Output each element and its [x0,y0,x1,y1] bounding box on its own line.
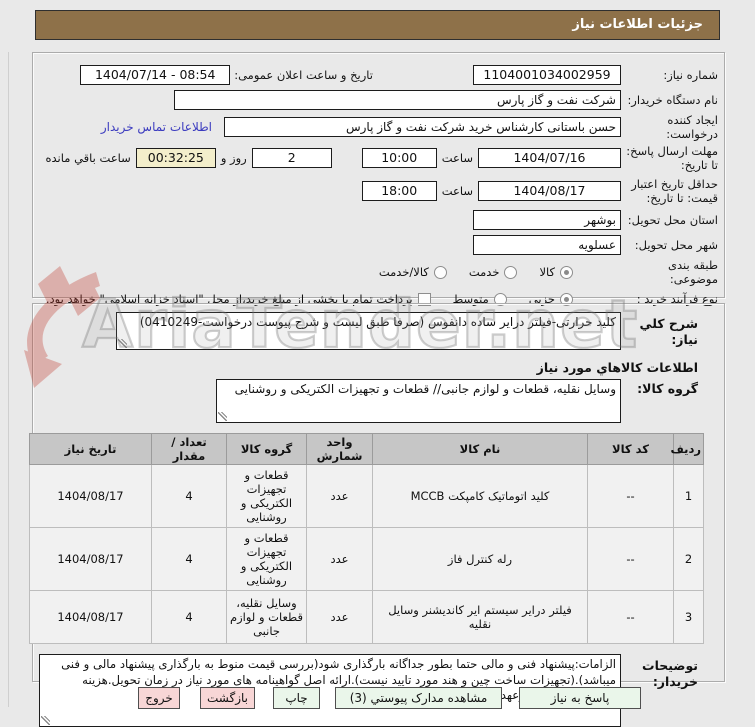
category-option-service[interactable]: خدمت [469,265,518,279]
deadline-label: مهلت ارسال پاسخ: تا تاریخ: [626,144,718,172]
radio-medium-icon[interactable] [493,292,507,306]
back-button[interactable]: بازگشت [200,687,255,709]
price-validity-label: حداقل تاریخ اعتبار قیمت: تا تاریخ: [631,177,718,205]
process-option-minor[interactable]: جزیی [529,292,573,306]
remaining-days-label: روز و [220,151,247,165]
row-price-validity: حداقل تاریخ اعتبار قیمت: تا تاریخ: 1404/… [39,175,718,207]
countdown-label: ساعت باقي مانده [45,151,131,165]
col-item-name: نام کالا [372,433,588,465]
category-label: طبقه بندی موضوعی: [668,258,718,286]
creator-field[interactable]: حسن باستانی کارشناس خرید شرکت نفت و گاز … [224,117,621,137]
table-row: 1 -- کلید اتوماتیک کامپکت MCCB عدد قطعات… [29,464,704,528]
need-number-label: شماره نیاز: [663,68,718,82]
need-number-field[interactable]: 1104001034002959 [473,65,621,85]
row-category: طبقه بندی موضوعی: کالا خدمت کالا/خدمت [39,258,718,286]
row-creator: ایجاد کننده درخواست: حسن باستانی کارشناس… [39,113,718,141]
bottom-button-bar: خروج بازگشت چاپ مشاهده مدارک پیوستي (3) … [138,687,641,709]
col-quantity: تعداد / مقدار [151,433,227,465]
price-validity-date-field[interactable]: 1404/08/17 [478,181,621,201]
row-need-desc: شرح کلي نیاز: کلید حرارتی-فیلتر درایر سا… [39,312,718,350]
buyer-org-label: نام دستگاه خریدار: [627,93,718,107]
countdown-field: 00:32:25 [135,148,216,168]
process-type-label: نوع فرآیند خرید : [636,292,718,306]
category-option-goods-service[interactable]: کالا/خدمت [379,265,447,279]
price-validity-hour-label: ساعت [441,184,473,198]
exit-button[interactable]: خروج [138,687,180,709]
treasury-checkbox-icon[interactable] [417,292,431,306]
respond-to-need-button[interactable]: پاسخ به نیاز [519,687,641,709]
col-unit: واحد شمارش [306,433,373,465]
row-buyer-org: نام دستگاه خریدار: شرکت نفت و گاز پارس [39,88,718,112]
city-field[interactable]: عسلویه [473,235,621,255]
row-province: استان محل تحویل: بوشهر [39,208,718,232]
announce-datetime-label: تاریخ و ساعت اعلان عمومی: [234,68,373,82]
process-option-medium[interactable]: متوسط [453,292,507,306]
row-process-type: نوع فرآیند خرید : جزیی متوسط پرداخت تمام… [39,287,718,311]
items-groupbox: شرح کلي نیاز: کلید حرارتی-فیلتر درایر سا… [29,303,725,727]
row-deadline: مهلت ارسال پاسخ: تا تاریخ: 1404/07/16 سا… [39,142,719,174]
category-option-goods[interactable]: کالا [539,265,573,279]
col-need-date: تاریخ نیاز [29,433,152,465]
table-row: 3 -- فیلتر درایر سیستم ایر کاندیشنر وسای… [29,590,704,644]
radio-service-icon[interactable] [504,265,518,279]
price-validity-time-field[interactable]: 18:00 [361,181,437,201]
remaining-days-field[interactable]: 2 [251,148,332,168]
radio-goods-service-icon[interactable] [433,265,447,279]
buyer-contact-link[interactable]: اطلاعات تماس خریدار [100,120,212,134]
buyer-org-field[interactable]: شرکت نفت و گاز پارس [174,90,621,110]
row-goods-group: گروه کالا: وسایل نقلیه، قطعات و لوازم جا… [39,377,718,423]
radio-minor-icon[interactable] [560,292,573,306]
deadline-date-field[interactable]: 1404/07/16 [478,148,621,168]
col-item-code: کد کالا [587,433,674,465]
announce-datetime-field[interactable]: 1404/07/14 - 08:54 [80,65,231,85]
table-row: 2 -- رله کنترل فاز عدد قطعات و تجهیزات ا… [29,527,704,591]
view-attachments-button[interactable]: مشاهده مدارک پیوستي (3) [335,687,502,709]
province-field[interactable]: بوشهر [473,210,621,230]
province-label: استان محل تحویل: [627,213,718,227]
city-label: شهر محل تحویل: [634,238,718,252]
need-desc-textarea[interactable]: کلید حرارتی-فیلتر درایر ساده دانفوس (صرف… [116,312,621,350]
row-city: شهر محل تحویل: عسلویه [39,233,718,257]
goods-group-label: گروه کالا: [637,381,698,396]
frame-edge [8,52,9,707]
items-table: ردیف کد کالا نام کالا واحد شمارش گروه کا… [29,433,704,644]
goods-group-textarea[interactable]: وسایل نقلیه، قطعات و لوازم جانبی// قطعات… [216,379,621,423]
col-group: گروه کالا [226,433,307,465]
row-need-number: شماره نیاز: 1104001034002959 تاریخ و ساع… [39,63,718,87]
treasury-checkbox-option[interactable]: پرداخت تمام یا بخشی از مبلغ خرید،از محل … [46,292,431,306]
print-button[interactable]: چاپ [273,687,320,709]
deadline-time-field[interactable]: 10:00 [361,148,437,168]
need-info-groupbox: شماره نیاز: 1104001034002959 تاریخ و ساع… [32,52,725,306]
deadline-hour-label: ساعت [441,151,473,165]
radio-goods-icon[interactable] [560,265,573,279]
items-section-heading: اطلاعات کالاهاي مورد نیاز [536,360,698,375]
items-table-header-row: ردیف کد کالا نام کالا واحد شمارش گروه کا… [29,433,704,465]
buyer-notes-label: توضیحات خریدار: [642,658,698,689]
creator-label: ایجاد کننده درخواست: [666,113,718,141]
page-title: جزئیات اطلاعات نیاز [35,10,720,40]
col-row-number: ردیف [670,433,704,465]
need-desc-label: شرح کلي نیاز: [639,316,698,347]
